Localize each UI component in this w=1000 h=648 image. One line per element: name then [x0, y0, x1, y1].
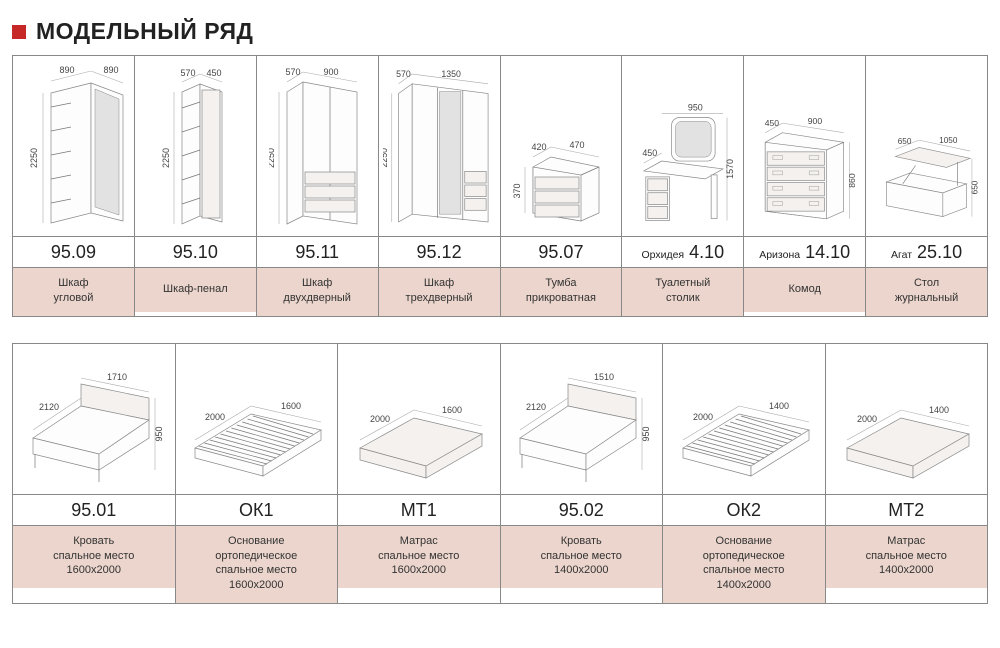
product-desc: Кроватьспальное место1600x2000 [13, 526, 175, 589]
product-desc: Шкаф-пенал [135, 268, 256, 312]
product-cell: 2000 1400МТ2Матрасспальное место1400x200… [826, 344, 988, 603]
product-desc: Шкафугловой [13, 268, 134, 316]
product-code: 95.10 [135, 236, 256, 268]
product-cell: 950 450 1570Орхидея 4.10Туалетныйстолик [622, 56, 744, 316]
svg-text:900: 900 [324, 68, 339, 77]
svg-text:2000: 2000 [205, 412, 225, 422]
svg-text:2000: 2000 [693, 412, 713, 422]
product-code: Агат 25.10 [866, 236, 987, 268]
svg-text:2120: 2120 [39, 402, 59, 412]
svg-text:2250: 2250 [269, 148, 276, 168]
product-code: МТ2 [826, 494, 988, 526]
svg-text:1510: 1510 [594, 372, 614, 382]
product-drawing: 650 1050 650 [866, 56, 987, 236]
product-desc: Тумбаприкроватная [501, 268, 622, 316]
product-code: МТ1 [338, 494, 500, 526]
product-drawing: 890 890 2250 [13, 56, 134, 236]
product-drawing: 450 900 860 [744, 56, 865, 236]
svg-text:1570: 1570 [725, 159, 735, 179]
svg-text:570: 570 [396, 69, 411, 79]
product-code: Орхидея 4.10 [622, 236, 743, 268]
svg-text:570: 570 [181, 68, 196, 78]
svg-text:1600: 1600 [442, 405, 462, 415]
product-code: ОК2 [663, 494, 825, 526]
accent-square-icon [12, 25, 26, 39]
svg-text:2120: 2120 [526, 402, 546, 412]
svg-text:1710: 1710 [107, 372, 127, 382]
svg-text:450: 450 [207, 68, 222, 78]
svg-text:650: 650 [971, 180, 980, 194]
svg-text:450: 450 [643, 148, 658, 158]
product-code: 95.12 [379, 236, 500, 268]
product-drawing: 2000 1400 [663, 344, 825, 494]
product-cell: 1710 2120 95095.01Кроватьспальное место1… [13, 344, 176, 603]
svg-text:900: 900 [808, 116, 823, 126]
product-cell: 450 900 860Аризона 14.10Комод [744, 56, 866, 316]
svg-text:570: 570 [286, 68, 301, 77]
svg-text:450: 450 [765, 118, 780, 128]
svg-text:470: 470 [569, 140, 584, 150]
svg-text:420: 420 [531, 142, 546, 152]
product-code: 95.11 [257, 236, 378, 268]
svg-text:950: 950 [688, 103, 703, 113]
product-code: 95.09 [13, 236, 134, 268]
svg-text:370: 370 [512, 183, 522, 198]
svg-text:2000: 2000 [370, 414, 390, 424]
page-title: МОДЕЛЬНЫЙ РЯД [36, 18, 253, 45]
product-drawing: 950 450 1570 [622, 56, 743, 236]
product-code: 95.02 [501, 494, 663, 526]
product-cell: 650 1050 650Агат 25.10Столжурнальный [866, 56, 987, 316]
product-cell: 420 470 37095.07Тумбаприкроватная [501, 56, 623, 316]
svg-text:860: 860 [847, 173, 857, 188]
svg-text:2000: 2000 [857, 414, 877, 424]
product-drawing: 2000 1600 [338, 344, 500, 494]
product-cell: 890 890 225095.09Шкафугловой [13, 56, 135, 316]
svg-text:950: 950 [641, 426, 651, 441]
svg-text:1050: 1050 [939, 136, 958, 145]
svg-text:1400: 1400 [929, 405, 949, 415]
svg-text:1350: 1350 [441, 69, 461, 79]
svg-text:890: 890 [60, 65, 75, 75]
product-row-2: 1710 2120 95095.01Кроватьспальное место1… [12, 343, 988, 604]
product-cell: 570 900 225095.11Шкафдвухдверный [257, 56, 379, 316]
product-row-1: 890 890 225095.09Шкафугловой 570 450 225… [12, 55, 988, 317]
product-desc: Столжурнальный [866, 268, 987, 316]
page-header: МОДЕЛЬНЫЙ РЯД [12, 18, 988, 45]
product-desc: Шкафтрехдверный [379, 268, 500, 316]
product-desc: Туалетныйстолик [622, 268, 743, 316]
product-cell: 570 450 225095.10Шкаф-пенал [135, 56, 257, 316]
svg-text:2250: 2250 [29, 148, 39, 168]
product-desc: Кроватьспальное место1400x2000 [501, 526, 663, 589]
product-desc: Основаниеортопедическоеспальное место140… [663, 526, 825, 603]
svg-text:890: 890 [104, 65, 119, 75]
product-drawing: 570 900 2250 [257, 56, 378, 236]
product-code: ОК1 [176, 494, 338, 526]
product-drawing: 2000 1600 [176, 344, 338, 494]
product-drawing: 420 470 370 [501, 56, 622, 236]
product-code: 95.07 [501, 236, 622, 268]
product-desc: Матрасспальное место1400x2000 [826, 526, 988, 589]
product-cell: 570 1350 225095.12Шкафтрехдверный [379, 56, 501, 316]
product-drawing: 2000 1400 [826, 344, 988, 494]
product-desc: Шкафдвухдверный [257, 268, 378, 316]
product-drawing: 1710 2120 950 [13, 344, 175, 494]
product-desc: Комод [744, 268, 865, 312]
product-desc: Основаниеортопедическоеспальное место160… [176, 526, 338, 603]
svg-text:950: 950 [154, 426, 164, 441]
product-cell: 2000 1400ОК2Основаниеортопедическоеспаль… [663, 344, 826, 603]
product-drawing: 570 450 2250 [135, 56, 256, 236]
svg-text:650: 650 [898, 137, 912, 146]
product-code: Аризона 14.10 [744, 236, 865, 268]
product-drawing: 1510 2120 950 [501, 344, 663, 494]
svg-text:1400: 1400 [769, 401, 789, 411]
svg-text:2250: 2250 [383, 148, 389, 168]
product-code: 95.01 [13, 494, 175, 526]
product-drawing: 570 1350 2250 [379, 56, 500, 236]
svg-text:1600: 1600 [281, 401, 301, 411]
product-cell: 2000 1600МТ1Матрасспальное место1600x200… [338, 344, 501, 603]
product-desc: Матрасспальное место1600x2000 [338, 526, 500, 589]
product-cell: 2000 1600ОК1Основаниеортопедическоеспаль… [176, 344, 339, 603]
svg-text:2250: 2250 [161, 148, 171, 168]
product-cell: 1510 2120 95095.02Кроватьспальное место1… [501, 344, 664, 603]
